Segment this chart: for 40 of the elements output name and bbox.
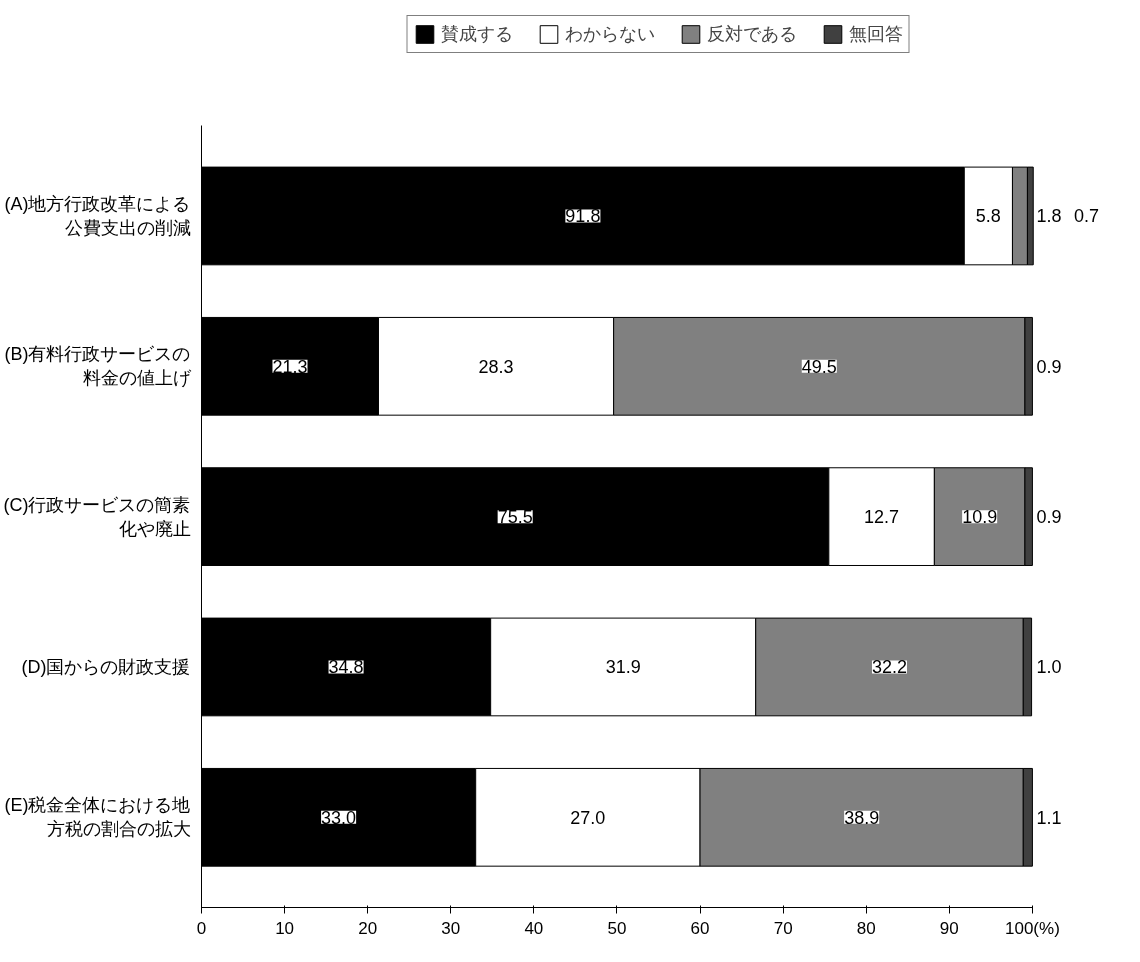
data-label: 75.5 xyxy=(497,507,533,528)
data-label: 91.8 xyxy=(565,206,601,227)
data-label: 49.5 xyxy=(801,356,837,377)
data-label: 0.9 xyxy=(1036,507,1062,528)
data-label: 1.0 xyxy=(1036,657,1062,678)
data-label: 12.7 xyxy=(864,507,900,528)
legend-label: 賛成する xyxy=(440,23,513,46)
data-label: 21.3 xyxy=(272,356,308,377)
data-label: 34.8 xyxy=(328,657,364,678)
y-tick-label: (A)地方行政改革による公費支出の削減 xyxy=(4,193,191,238)
legend-label: わからない xyxy=(564,23,655,46)
data-label: 31.9 xyxy=(605,657,641,678)
x-tick-label: 90 xyxy=(939,918,959,938)
x-tick-label: 70 xyxy=(773,918,793,938)
data-label: 33.0 xyxy=(321,807,357,828)
legend-label: 無回答 xyxy=(848,23,903,46)
data-label: 27.0 xyxy=(570,807,606,828)
data-label: 0.7 xyxy=(1073,206,1099,227)
data-label: 0.9 xyxy=(1036,356,1062,377)
x-tick-label: 50 xyxy=(607,918,627,938)
x-tick-label: 100(%) xyxy=(1005,918,1060,938)
data-label: 1.8 xyxy=(1036,206,1062,227)
data-label: 1.1 xyxy=(1036,807,1062,828)
x-tick-label: 0 xyxy=(196,918,207,938)
y-tick-label: (E)税金全体における地方税の割合の拡大 xyxy=(4,795,191,840)
y-tick-label: (D)国からの財政支援 xyxy=(21,656,191,677)
data-label: 28.3 xyxy=(478,356,514,377)
y-tick-label: (B)有料行政サービスの料金の値上げ xyxy=(4,344,192,389)
x-tick-label: 10 xyxy=(275,918,295,938)
x-tick-label: 80 xyxy=(856,918,876,938)
x-tick-label: 30 xyxy=(441,918,461,938)
data-label: 38.9 xyxy=(844,807,880,828)
data-label: 10.9 xyxy=(962,507,998,528)
data-label: 5.8 xyxy=(975,206,1001,227)
x-tick-label: 60 xyxy=(690,918,710,938)
legend-label: 反対である xyxy=(706,23,797,46)
data-label: 32.2 xyxy=(871,657,908,678)
x-tick-label: 20 xyxy=(358,918,378,938)
x-tick-label: 40 xyxy=(524,918,544,938)
y-tick-label: (C)行政サービスの簡素化や廃止 xyxy=(3,494,191,539)
